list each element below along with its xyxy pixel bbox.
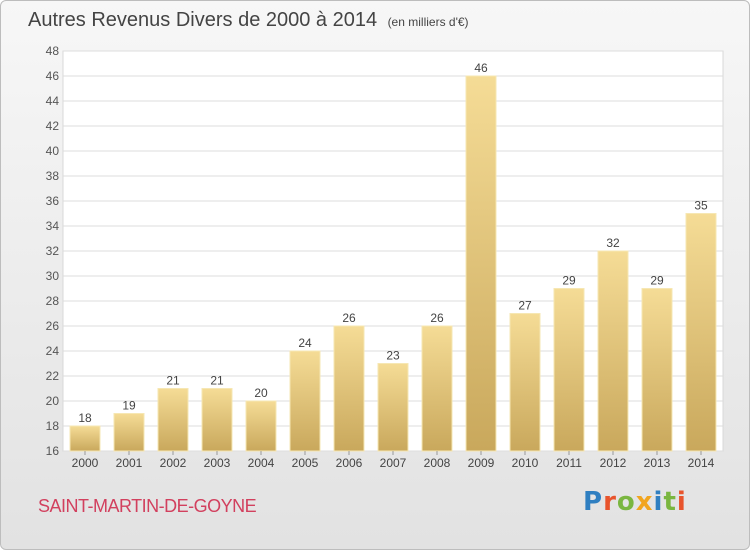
x-tick-label: 2006 bbox=[336, 456, 363, 470]
data-label: 26 bbox=[342, 311, 356, 325]
bar bbox=[509, 313, 541, 452]
data-label: 23 bbox=[386, 349, 400, 363]
data-label: 29 bbox=[650, 274, 664, 288]
y-tick-label: 44 bbox=[46, 94, 60, 108]
y-tick-label: 46 bbox=[46, 69, 60, 83]
data-label: 24 bbox=[298, 336, 312, 350]
bar bbox=[289, 350, 321, 452]
x-tick-label: 2009 bbox=[468, 456, 495, 470]
bar bbox=[553, 288, 585, 452]
x-tick-label: 2012 bbox=[600, 456, 627, 470]
bar bbox=[157, 388, 189, 452]
x-tick-label: 2000 bbox=[72, 456, 99, 470]
x-axis-ticks: 2000 2001 2002 2003 2004 2005 2006 2007 2008 2009… bbox=[72, 451, 715, 470]
bar bbox=[597, 250, 629, 452]
x-tick-label: 2011 bbox=[556, 456, 582, 470]
x-tick-label: 2013 bbox=[644, 456, 671, 470]
data-label: 21 bbox=[166, 374, 180, 388]
data-label: 19 bbox=[122, 399, 136, 413]
x-tick-label: 2005 bbox=[292, 456, 319, 470]
bar bbox=[245, 400, 277, 452]
y-tick-label: 28 bbox=[46, 294, 60, 308]
y-tick-label: 26 bbox=[46, 319, 60, 333]
y-tick-label: 22 bbox=[46, 369, 60, 383]
x-tick-label: 2007 bbox=[380, 456, 407, 470]
y-tick-label: 36 bbox=[46, 194, 60, 208]
data-label: 27 bbox=[518, 299, 532, 313]
bar bbox=[377, 363, 409, 452]
brand-letter: x bbox=[635, 487, 654, 517]
bar bbox=[641, 288, 673, 452]
brand-letter: t bbox=[663, 487, 677, 517]
x-tick-label: 2002 bbox=[160, 456, 187, 470]
x-tick-label: 2001 bbox=[116, 456, 143, 470]
data-label: 20 bbox=[254, 386, 268, 400]
y-tick-label: 42 bbox=[46, 119, 60, 133]
bar bbox=[333, 325, 365, 452]
bar bbox=[113, 413, 145, 452]
x-tick-label: 2010 bbox=[512, 456, 539, 470]
data-label: 18 bbox=[78, 411, 92, 425]
data-labels: 18 19 21 21 20 24 26 23 26 46 27 29 32 29 35 bbox=[78, 61, 708, 425]
bars bbox=[69, 75, 717, 452]
brand-logo: Proxiti bbox=[583, 487, 687, 517]
y-tick-label: 20 bbox=[46, 394, 60, 408]
x-tick-label: 2003 bbox=[204, 456, 231, 470]
y-axis-ticks: 16 18 20 22 24 26 28 30 32 34 36 38 40 42 44 46 48 bbox=[46, 44, 60, 458]
data-label: 26 bbox=[430, 311, 444, 325]
bar bbox=[421, 325, 453, 452]
y-tick-label: 24 bbox=[46, 344, 60, 358]
title-block: Autres Revenus Divers de 2000 à 2014 (en… bbox=[28, 9, 469, 32]
y-tick-label: 30 bbox=[46, 269, 60, 283]
bar bbox=[201, 388, 233, 452]
brand-letter: P bbox=[583, 487, 604, 517]
data-label: 46 bbox=[474, 61, 488, 75]
x-tick-label: 2008 bbox=[424, 456, 451, 470]
data-label: 29 bbox=[562, 274, 576, 288]
commune-name: SAINT-MARTIN-DE-GOYNE bbox=[38, 496, 257, 516]
brand-letter: i bbox=[653, 487, 664, 517]
y-tick-label: 18 bbox=[46, 419, 60, 433]
x-tick-label: 2004 bbox=[248, 456, 275, 470]
chart-title: Autres Revenus Divers de 2000 à 2014 bbox=[28, 9, 378, 31]
y-tick-label: 38 bbox=[46, 169, 60, 183]
data-label: 32 bbox=[606, 236, 620, 250]
brand-letter: r bbox=[603, 487, 617, 517]
brand-letter: o bbox=[616, 487, 636, 517]
y-tick-label: 16 bbox=[46, 444, 60, 458]
y-tick-label: 32 bbox=[46, 244, 60, 258]
brand-letter: i bbox=[676, 487, 687, 517]
y-tick-label: 34 bbox=[46, 219, 60, 233]
x-tick-label: 2014 bbox=[688, 456, 715, 470]
bar bbox=[685, 213, 717, 452]
chart-subtitle: (en milliers d'€) bbox=[387, 15, 469, 29]
data-label: 35 bbox=[694, 199, 708, 213]
y-tick-label: 40 bbox=[46, 144, 60, 158]
bar bbox=[69, 425, 101, 452]
y-tick-label: 48 bbox=[46, 44, 60, 58]
bar bbox=[465, 75, 497, 452]
data-label: 21 bbox=[210, 374, 224, 388]
